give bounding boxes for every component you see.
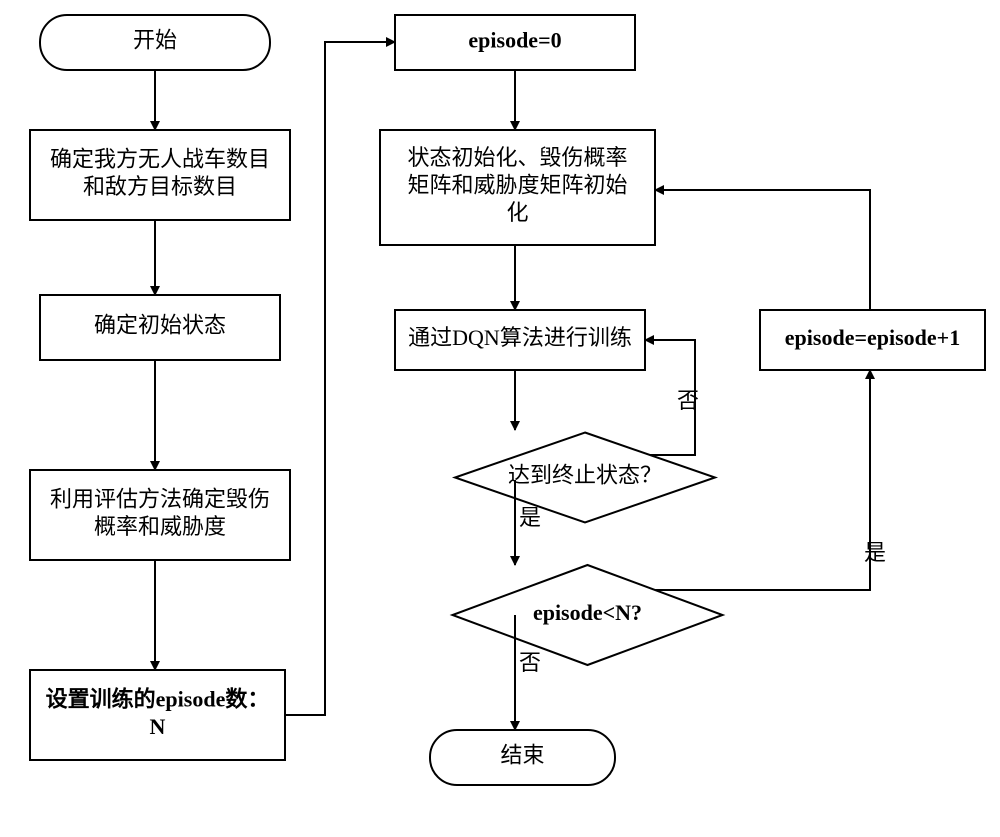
node-init_state: 确定初始状态 [40,295,280,360]
node-start: 开始 [40,15,270,70]
node-ep_lt_n: episode<N? [453,565,723,665]
node-inc: episode=episode+1 [760,310,985,370]
node-inc-label: episode=episode+1 [785,325,960,350]
node-set_n: 设置训练的episode数：N [30,670,285,760]
node-terminal_q-label: 达到终止状态？ [508,463,662,488]
node-end: 结束 [430,730,615,785]
node-dqn: 通过DQN算法进行训练 [395,310,645,370]
node-eval: 利用评估方法确定毁伤概率和威胁度 [30,470,290,560]
node-end-label: 结束 [500,743,544,768]
node-terminal_q: 达到终止状态？ [455,433,715,523]
edge-12 [655,190,870,310]
node-dqn-label: 通过DQN算法进行训练 [408,325,632,350]
flowchart-canvas: 开始确定我方无人战车数目和敌方目标数目确定初始状态利用评估方法确定毁伤概率和威胁… [0,0,1000,837]
edge-label-3: 否 [519,650,541,675]
node-start-label: 开始 [133,28,177,53]
node-ep_lt_n-label: episode<N? [533,600,642,625]
node-init_mats: 状态初始化、毁伤概率矩阵和威胁度矩阵初始化 [380,130,655,245]
node-init_state-label: 确定初始状态 [94,313,226,338]
edge-label-2: 是 [864,540,886,565]
edge-4 [285,42,395,715]
edge-label-0: 否 [677,388,699,413]
node-ep0: episode=0 [395,15,635,70]
node-n_counts: 确定我方无人战车数目和敌方目标数目 [30,130,290,220]
edge-label-1: 是 [519,505,541,530]
node-ep0-label: episode=0 [468,28,561,53]
